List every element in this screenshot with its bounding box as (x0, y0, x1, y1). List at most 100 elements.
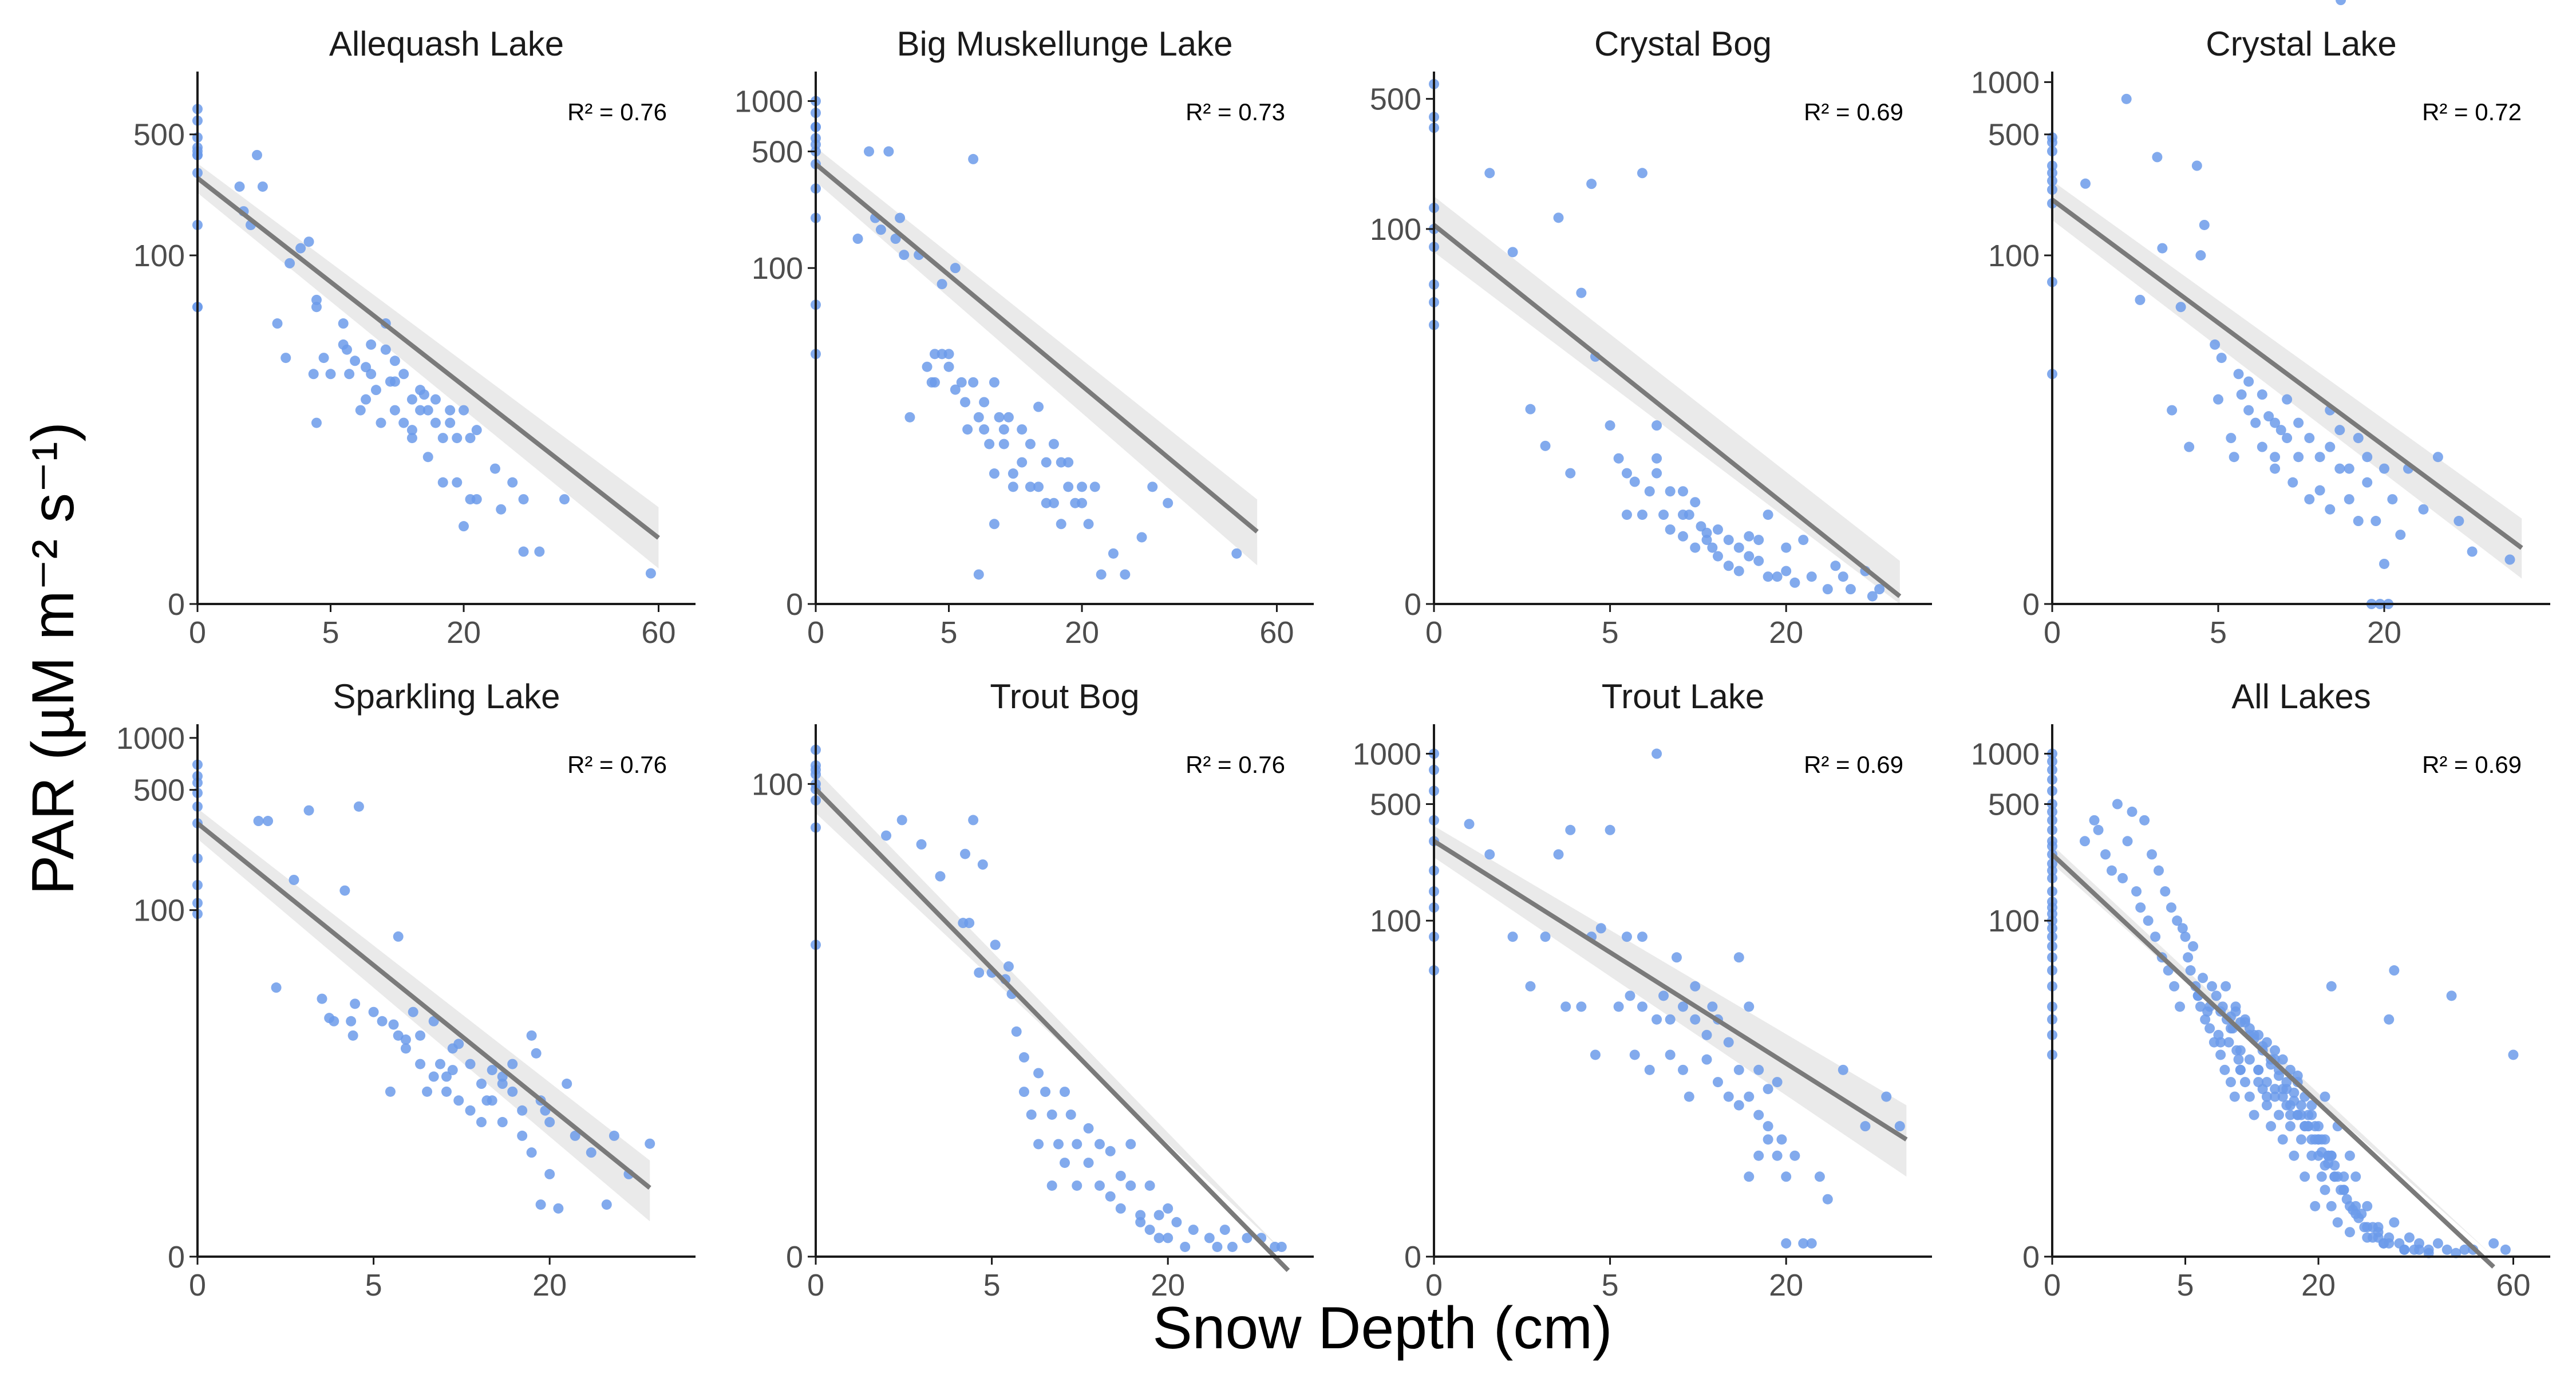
data-point (534, 546, 545, 557)
data-point (973, 569, 984, 580)
data-point (347, 1030, 358, 1041)
data-point (1565, 468, 1576, 479)
data-point (1753, 1150, 1764, 1161)
data-point (922, 361, 933, 372)
panel-title: Trout Lake (1602, 677, 1765, 716)
data-point (388, 1019, 399, 1030)
data-point (1115, 1203, 1126, 1214)
x-tick-label: 0 (189, 1268, 206, 1302)
data-point (1560, 1001, 1571, 1012)
data-point (875, 224, 886, 235)
data-point (2353, 433, 2364, 444)
data-point (1144, 1180, 1155, 1191)
data-point (1637, 931, 1647, 942)
data-point (1733, 542, 1744, 553)
data-point (1625, 990, 1635, 1001)
data-point (406, 394, 417, 405)
panel: Sparkling Lake 0 100 500 1000 0 5 20 R² = 0.76 (116, 677, 696, 1302)
data-point (1613, 1001, 1624, 1012)
data-point (2166, 902, 2176, 913)
data-point (2257, 441, 2267, 452)
data-point (1658, 990, 1669, 1001)
data-point (974, 967, 985, 978)
data-point (422, 1086, 433, 1097)
data-point (2239, 1077, 2250, 1088)
data-point (890, 234, 901, 244)
data-point (2304, 433, 2315, 444)
data-point (1822, 1194, 1833, 1205)
data-point (1621, 510, 1632, 520)
data-point (1048, 498, 1059, 508)
data-point (1033, 481, 1044, 492)
y-tick-label: 100 (1370, 904, 1421, 938)
data-point (338, 318, 349, 329)
data-point (968, 815, 979, 826)
data-point (2282, 394, 2293, 405)
data-point (471, 425, 482, 436)
data-point (1723, 560, 1734, 571)
y-tick-label: 500 (1370, 788, 1421, 822)
data-point (979, 424, 990, 435)
data-point (960, 397, 970, 408)
data-point (2207, 981, 2218, 992)
data-point (2106, 865, 2117, 876)
data-point (609, 1130, 619, 1141)
data-point (2488, 1238, 2499, 1249)
data-point (2282, 433, 2293, 444)
data-point (2253, 1077, 2264, 1088)
panel: Crystal Bog 0 100 500 0 5 20 R² = 0.69 (1370, 25, 1932, 650)
panel: Trout Bog 0 100 0 5 20 R² = 0.76 (752, 677, 1314, 1302)
data-point (645, 568, 656, 579)
data-point (1065, 1109, 1076, 1120)
confidence-band (2052, 180, 2522, 579)
data-point (601, 1199, 612, 1210)
data-point (1753, 535, 1764, 546)
y-tick-label: 500 (1988, 118, 2040, 152)
data-point (1652, 1014, 1662, 1025)
data-point (2261, 1077, 2272, 1088)
data-point (1484, 168, 1495, 179)
data-point (2379, 558, 2389, 569)
data-point (1056, 519, 1066, 530)
data-point (2332, 1217, 2343, 1228)
data-point (2373, 1222, 2384, 1233)
data-point (377, 1016, 388, 1026)
data-point (368, 1006, 379, 1017)
data-point (2117, 872, 2128, 883)
data-point (1094, 1180, 1105, 1191)
data-point (1163, 1203, 1174, 1214)
data-point (1763, 510, 1773, 520)
data-point (370, 385, 381, 396)
data-point (2152, 152, 2163, 163)
data-point (1204, 1233, 1215, 1243)
y-tick-label: 500 (752, 135, 803, 169)
data-point (2266, 1121, 2277, 1132)
data-point (1712, 1077, 1723, 1088)
data-point (1613, 453, 1624, 464)
data-point (1227, 1241, 1238, 1252)
data-point (518, 546, 529, 557)
data-point (1763, 1084, 1773, 1095)
x-tick-label: 60 (641, 615, 675, 650)
data-point (2320, 1091, 2330, 1102)
data-point (998, 439, 1009, 449)
data-point (1077, 481, 1088, 492)
data-point (1540, 440, 1551, 451)
data-point (1046, 1180, 1057, 1191)
panel: Trout Lake 0 100 500 1000 0 5 20 R² = 0.69 (1353, 677, 1932, 1302)
data-point (400, 1034, 411, 1045)
data-point (481, 1095, 492, 1106)
data-point (1733, 1100, 1744, 1111)
y-tick-label: 0 (786, 1240, 803, 1274)
data-point (393, 1030, 404, 1041)
data-point (1048, 439, 1059, 449)
y-tick-label: 100 (133, 239, 185, 273)
data-point (2204, 1023, 2215, 1034)
data-point (2177, 923, 2188, 934)
data-point (1701, 1029, 1712, 1040)
panel: Big Muskellunge Lake 0 100 500 1000 0 5 20 60 R² … (734, 25, 1314, 650)
regression-line (196, 176, 660, 540)
data-point (303, 236, 314, 247)
panel: Crystal Lake 0 100 500 1000 0 5 20 R² = 0.72 (1971, 25, 2550, 650)
